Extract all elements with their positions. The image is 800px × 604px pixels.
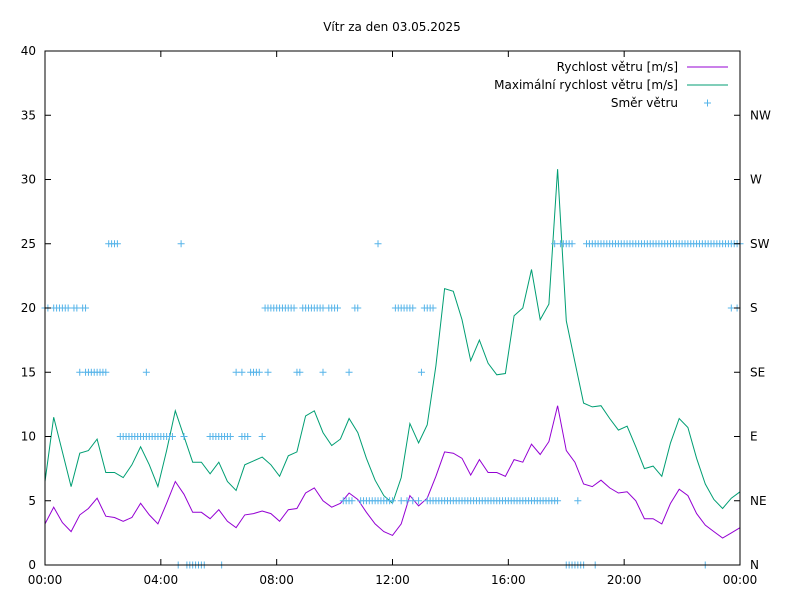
direction-point [415, 497, 423, 505]
direction-point [180, 433, 188, 440]
direction-point [102, 368, 110, 376]
x-tick-label: 08:00 [259, 573, 294, 587]
series-points-2 [41, 240, 744, 569]
direction-point [345, 368, 353, 376]
y-tick-label: 30 [21, 173, 36, 187]
x-tick-label: 04:00 [144, 573, 179, 587]
direction-point [354, 304, 362, 312]
y-tick-label: 35 [21, 108, 36, 122]
x-tick-label: 20:00 [607, 573, 642, 587]
legend-label: Směr větru [611, 96, 678, 110]
direction-point [429, 304, 437, 312]
legend-point-sample [704, 99, 711, 107]
y2-tick-label: NW [750, 108, 771, 122]
direction-point [290, 304, 298, 312]
x-tick-label: 00:00 [28, 573, 63, 587]
y-tick-label: 0 [28, 558, 36, 572]
direction-point [409, 304, 417, 312]
y-tick-label: 40 [21, 44, 36, 58]
y-tick-label: 20 [21, 301, 36, 315]
direction-point [255, 368, 263, 376]
y2-tick-label: SW [750, 237, 770, 251]
y-tick-label: 10 [21, 430, 36, 444]
direction-point [82, 304, 90, 312]
x-tick-label: 16:00 [491, 573, 526, 587]
direction-point [238, 368, 246, 376]
plot-series [41, 169, 744, 569]
legend-label: Rychlost větru [m/s] [557, 60, 678, 74]
direction-point [244, 433, 252, 440]
direction-point [374, 240, 382, 248]
chart-title: Vítr za den 03.05.2025 [323, 20, 461, 34]
y-tick-label: 25 [21, 237, 36, 251]
y-tick-label: 15 [21, 365, 36, 379]
legend: Rychlost větru [m/s] Maximální rychlost v… [494, 60, 728, 110]
direction-point [177, 240, 185, 248]
y2-tick-label: SE [750, 365, 765, 379]
y2-tick-label: E [750, 430, 758, 444]
y2-tick-label: S [750, 301, 758, 315]
direction-point [168, 433, 176, 440]
direction-point [389, 497, 396, 505]
direction-point [333, 304, 341, 312]
direction-point [113, 240, 121, 248]
legend-label: Maximální rychlost větru [m/s] [494, 78, 678, 92]
direction-point [258, 433, 266, 440]
direction-point [568, 240, 576, 248]
axes: 0 5 10 15 20 25 30 35 40 N NE E SE S SW W NW 00:00 04:00 08… [21, 44, 771, 587]
y2-tick-label: N [750, 558, 759, 572]
direction-point [296, 368, 304, 376]
direction-point [319, 368, 327, 376]
y2-tick-label: NE [750, 494, 767, 508]
direction-point [554, 497, 562, 505]
y-tick-label: 5 [28, 494, 36, 508]
direction-point [574, 497, 582, 505]
direction-point [142, 368, 150, 376]
direction-point [264, 368, 272, 376]
direction-point [417, 368, 425, 376]
x-tick-label: 12:00 [375, 573, 410, 587]
series-line-0 [44, 405, 741, 539]
direction-point [226, 433, 234, 440]
x-tick-label: 00:00 [723, 573, 758, 587]
y2-tick-label: W [750, 173, 762, 187]
direction-point [348, 497, 356, 505]
